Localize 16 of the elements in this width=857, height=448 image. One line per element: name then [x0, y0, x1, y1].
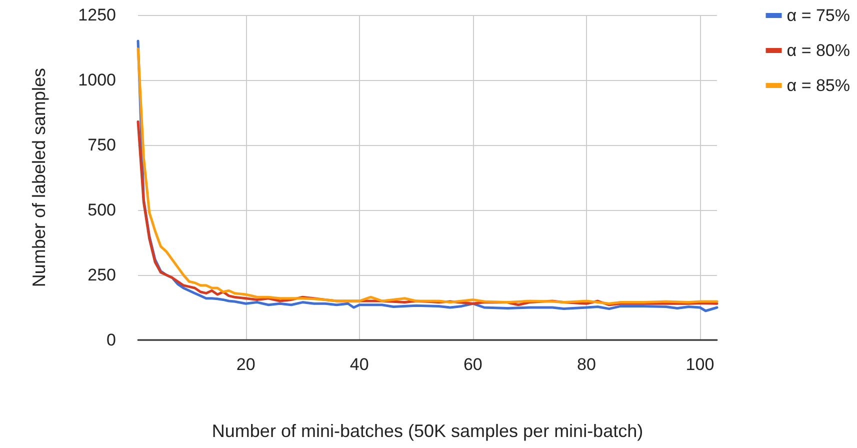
- y-axis-title: Number of labeled samples: [29, 68, 49, 288]
- x-tick-label: 40: [350, 355, 369, 374]
- x-tick-label: 80: [576, 355, 596, 374]
- x-tick-label: 100: [686, 355, 714, 374]
- y-tick-label: 0: [106, 330, 116, 350]
- y-tick-label: 500: [88, 200, 116, 220]
- legend-label: α = 85%: [786, 76, 850, 95]
- x-tick-label: 60: [463, 355, 482, 374]
- x-tick-label: 20: [236, 355, 256, 374]
- legend-label: α = 80%: [786, 41, 850, 60]
- y-tick-label: 1250: [78, 6, 116, 24]
- y-tick-label: 1000: [78, 70, 116, 90]
- legend-label: α = 75%: [786, 6, 850, 25]
- y-tick-label: 250: [88, 266, 116, 284]
- y-tick-label: 750: [88, 136, 116, 154]
- x-axis-title: Number of mini-batches (50K samples per mini-batch): [212, 421, 644, 441]
